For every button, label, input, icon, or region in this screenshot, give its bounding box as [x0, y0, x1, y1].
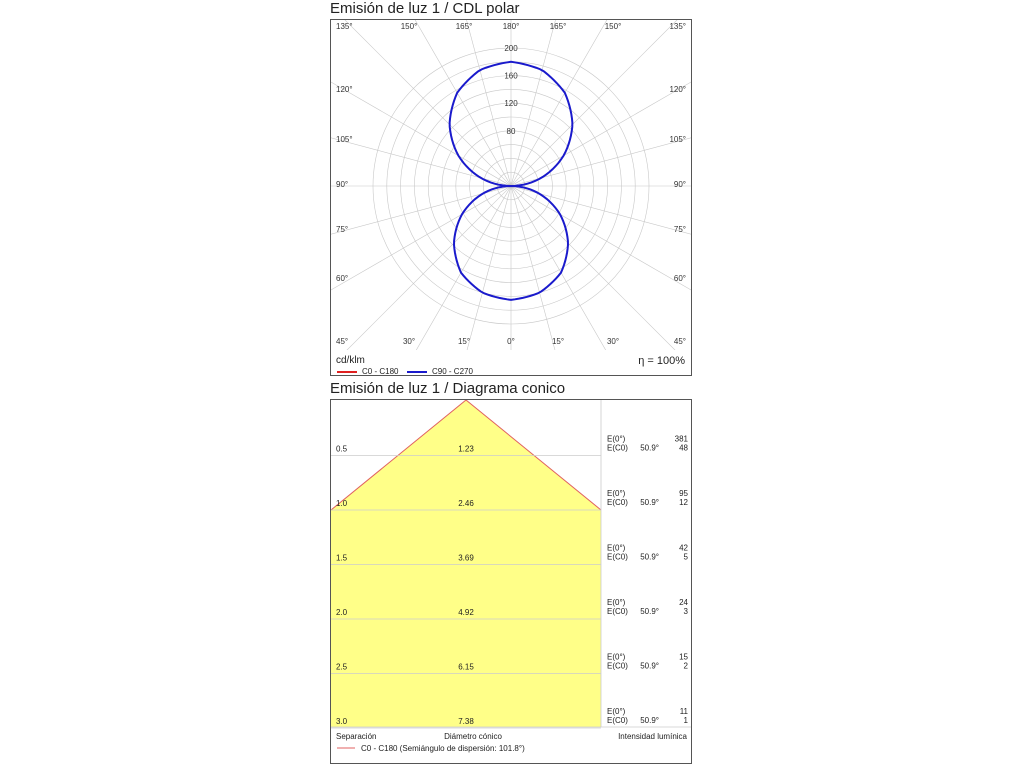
separation-label: Separación — [336, 732, 376, 741]
angle-label-top: 150° — [605, 22, 622, 31]
angle-label-left: 135° — [336, 22, 353, 31]
angle-label-right: 75° — [674, 225, 686, 234]
angle-value: 50.9° — [640, 662, 659, 671]
diameter-value: 4.92 — [458, 608, 474, 617]
angle-label-left: 75° — [336, 225, 348, 234]
ec0-label: E(C0) — [607, 662, 628, 671]
height-label: 1.5 — [336, 554, 348, 563]
polar-curve-c90-c270 — [448, 60, 574, 301]
radial-tick-label: 80 — [507, 127, 516, 136]
legend-swatch-red — [337, 370, 357, 373]
ec0-label: E(C0) — [607, 444, 628, 453]
angle-label-right: 120° — [669, 85, 686, 94]
height-label: 2.5 — [336, 663, 348, 672]
angle-value: 50.9° — [640, 553, 659, 562]
angle-label-right: 60° — [674, 274, 686, 283]
height-label: 0.5 — [336, 445, 348, 454]
ec0-label: E(C0) — [607, 607, 628, 616]
e0-label: E(0°) — [607, 707, 626, 716]
cone-chart-panel: 0.5 1.23 E(0°) E(C0) 50.9° 381 48 1.0 2.46 E(0°) E… — [330, 399, 692, 764]
cone-edge-left — [331, 400, 467, 511]
ec0-label: E(C0) — [607, 498, 628, 507]
legend-label: C0 - C180 — [362, 367, 399, 376]
ec0-value: 1 — [684, 716, 689, 725]
legend-item-c0-c180: C0 - C180 — [337, 367, 398, 376]
efficiency-label: η = 100% — [638, 355, 685, 367]
e0-value: 42 — [679, 544, 688, 553]
ec0-label: E(C0) — [607, 553, 628, 562]
e0-value: 381 — [675, 435, 689, 444]
diameter-label: Diámetro cónico — [444, 732, 502, 741]
radial-tick-label: 200 — [504, 44, 518, 53]
diameter-value: 1.23 — [458, 445, 474, 454]
angle-value: 50.9° — [640, 716, 659, 725]
angle-label-bottom: 15° — [458, 337, 470, 346]
angle-label-bottom: 0° — [507, 337, 515, 346]
ec0-value: 2 — [684, 662, 689, 671]
height-label: 3.0 — [336, 717, 348, 726]
diameter-value: 7.38 — [458, 717, 474, 726]
height-label: 1.0 — [336, 499, 348, 508]
cone-edge-right — [465, 400, 602, 511]
e0-label: E(0°) — [607, 598, 626, 607]
diameter-value: 3.69 — [458, 554, 474, 563]
e0-value: 11 — [680, 707, 689, 716]
e0-value: 95 — [679, 489, 688, 498]
ec0-value: 12 — [679, 498, 688, 507]
ec0-value: 48 — [679, 444, 688, 453]
angle-label-right: 90° — [674, 180, 686, 189]
legend-swatch-blue — [407, 370, 427, 373]
intensity-label: Intensidad lumínica — [618, 732, 687, 741]
polar-chart-panel: 80 120 160 200 135° 120° 105° 90° 75° 60° 45° 135° 1… — [330, 19, 692, 376]
angle-label-top: 165° — [550, 22, 567, 31]
e0-label: E(0°) — [607, 653, 626, 662]
height-label: 2.0 — [336, 608, 348, 617]
cone-chart-title: Emisión de luz 1 / Diagrama conico — [330, 380, 566, 397]
e0-value: 24 — [679, 598, 688, 607]
polar-chart: 80 120 160 200 135° 120° 105° 90° 75° 60° 45° 135° 1… — [331, 20, 691, 350]
diameter-value: 2.46 — [458, 499, 474, 508]
cone-legend-label: C0 - C180 (Semiángulo de dispersión: 101… — [361, 744, 525, 753]
legend-item-c90-c270: C90 - C270 — [407, 367, 473, 376]
e0-label: E(0°) — [607, 435, 626, 444]
angle-label-right: 135° — [669, 22, 686, 31]
e0-label: E(0°) — [607, 489, 626, 498]
ec0-value: 5 — [684, 553, 689, 562]
radial-tick-label: 160 — [504, 72, 518, 81]
angle-label-left: 120° — [336, 85, 353, 94]
angle-value: 50.9° — [640, 444, 659, 453]
ec0-value: 3 — [684, 607, 689, 616]
angle-label-right: 105° — [669, 135, 686, 144]
angle-label-top: 165° — [456, 22, 473, 31]
angle-label-left: 60° — [336, 274, 348, 283]
angle-label-bottom: 30° — [403, 337, 415, 346]
angle-label-right: 45° — [674, 337, 686, 346]
ec0-label: E(C0) — [607, 716, 628, 725]
e0-label: E(0°) — [607, 544, 626, 553]
angle-label-bottom: 30° — [607, 337, 619, 346]
diameter-value: 6.15 — [458, 663, 474, 672]
legend-label: C90 - C270 — [432, 367, 473, 376]
angle-label-top: 180° — [503, 22, 520, 31]
angle-label-left: 45° — [336, 337, 348, 346]
angle-label-bottom: 15° — [552, 337, 564, 346]
angle-value: 50.9° — [640, 498, 659, 507]
radial-tick-label: 120 — [504, 99, 518, 108]
cone-fill — [331, 400, 601, 727]
polar-unit-label: cd/klm — [336, 355, 365, 366]
angle-label-left: 90° — [336, 180, 348, 189]
polar-chart-title: Emisión de luz 1 / CDL polar — [330, 0, 520, 17]
angle-label-left: 105° — [336, 135, 353, 144]
angle-value: 50.9° — [640, 607, 659, 616]
e0-value: 15 — [679, 653, 688, 662]
angle-label-top: 150° — [401, 22, 418, 31]
